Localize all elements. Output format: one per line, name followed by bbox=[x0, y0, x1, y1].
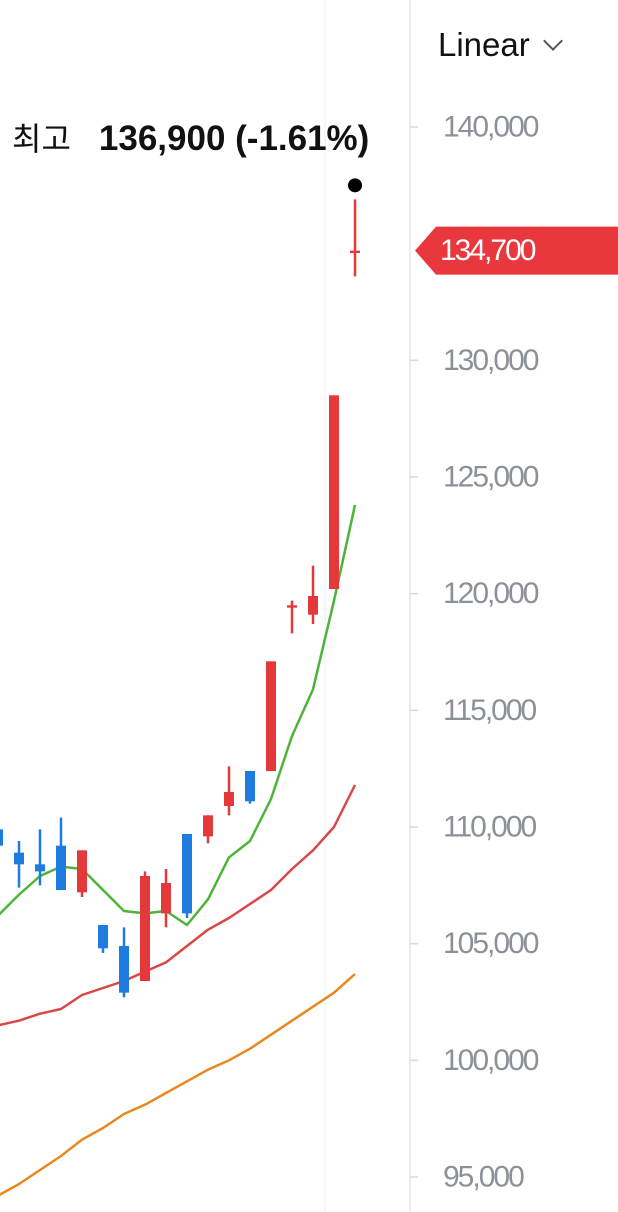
candle-body bbox=[161, 883, 171, 914]
candle bbox=[182, 834, 192, 918]
y-axis: 140,000 130,000 125,000 120,000 115,000 110,0… bbox=[410, 111, 541, 1194]
moving-averages bbox=[0, 504, 357, 1196]
candle-body bbox=[14, 852, 24, 865]
candle-body bbox=[140, 876, 150, 981]
current-price-label: 134,700 bbox=[440, 234, 536, 267]
candle bbox=[140, 871, 150, 981]
candle bbox=[224, 766, 234, 816]
candle-body bbox=[119, 946, 129, 993]
candle bbox=[161, 869, 171, 928]
candle-body bbox=[35, 864, 45, 872]
candle bbox=[350, 199, 360, 277]
candle-body bbox=[0, 829, 3, 846]
candle bbox=[0, 829, 3, 846]
y-tick-label: 130,000 bbox=[443, 344, 539, 377]
chevron-down-icon bbox=[542, 31, 563, 51]
candle bbox=[308, 565, 318, 624]
scale-mode-label: Linear bbox=[438, 26, 530, 63]
scale-mode-dropdown[interactable]: Linear bbox=[438, 26, 563, 64]
candle-body bbox=[56, 845, 66, 890]
candle bbox=[56, 817, 66, 890]
y-tick-label: 120,000 bbox=[443, 577, 539, 610]
candle bbox=[329, 395, 339, 589]
high-price-info: 최고 136,900 (-1.61%) bbox=[12, 114, 369, 160]
moving-average-line-ma_long bbox=[0, 973, 356, 1196]
y-tick-label: 110,000 bbox=[443, 811, 537, 844]
candle bbox=[119, 927, 129, 998]
high-value: 136,900 (-1.61%) bbox=[98, 119, 370, 158]
high-marker-dot bbox=[348, 178, 362, 193]
price-tag-shape bbox=[415, 226, 618, 275]
candle bbox=[287, 600, 297, 634]
y-tick-label: 125,000 bbox=[443, 461, 539, 494]
candle bbox=[203, 815, 213, 844]
candle bbox=[35, 829, 45, 886]
candle-body bbox=[182, 834, 192, 914]
candle bbox=[77, 850, 87, 897]
high-label: 최고 bbox=[12, 120, 71, 158]
candle bbox=[266, 661, 276, 771]
candle-body bbox=[203, 815, 213, 837]
candles bbox=[0, 178, 362, 998]
candle bbox=[14, 841, 24, 888]
y-tick-label: 100,000 bbox=[443, 1044, 539, 1077]
candle-body bbox=[266, 661, 276, 771]
candle-body bbox=[224, 792, 234, 806]
candle bbox=[245, 771, 255, 804]
moving-average-line-ma_mid bbox=[0, 784, 357, 1027]
candle-body bbox=[350, 250, 360, 253]
candle-body bbox=[308, 596, 318, 615]
y-tick-label: 95,000 bbox=[443, 1161, 524, 1194]
y-tick-label: 115,000 bbox=[443, 694, 537, 727]
y-tick-label: 105,000 bbox=[443, 927, 539, 960]
candle-body bbox=[329, 395, 339, 589]
candle-body bbox=[77, 850, 87, 893]
candle-body bbox=[98, 925, 108, 949]
candle bbox=[98, 925, 108, 953]
candle-body bbox=[245, 771, 255, 802]
candle-body bbox=[287, 605, 297, 608]
y-tick-label: 140,000 bbox=[443, 111, 539, 144]
current-price-tag: 134,700 bbox=[415, 226, 618, 275]
